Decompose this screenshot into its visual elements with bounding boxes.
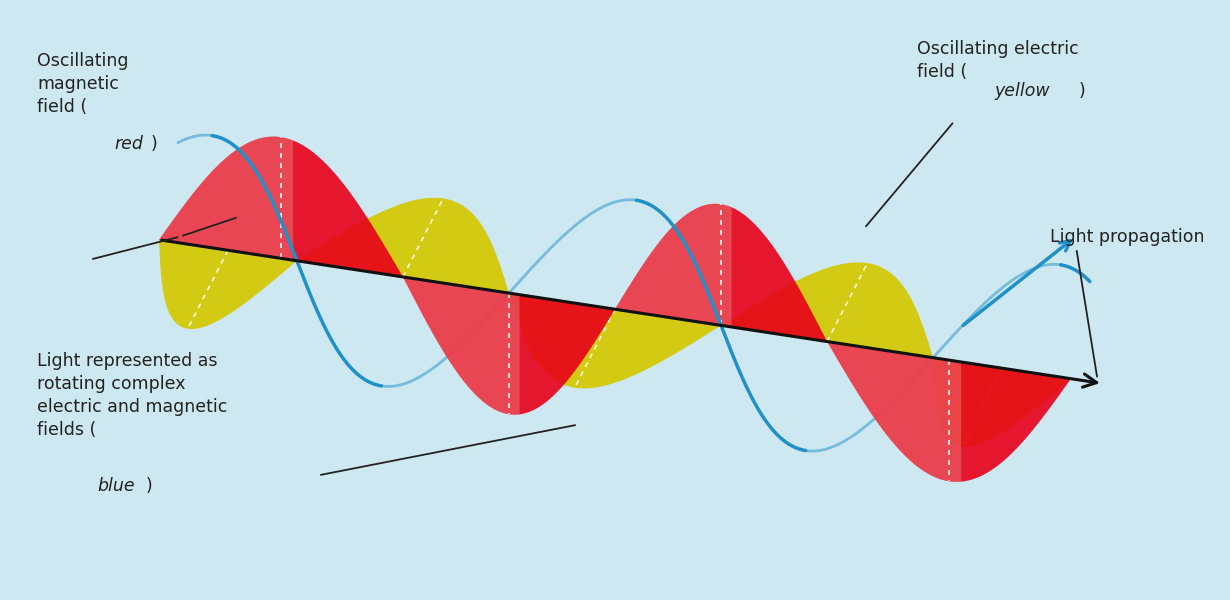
Polygon shape [615, 204, 732, 327]
Polygon shape [403, 277, 519, 415]
Polygon shape [827, 341, 1071, 482]
Polygon shape [934, 358, 1071, 447]
Polygon shape [403, 277, 615, 415]
Polygon shape [159, 240, 296, 329]
Text: Light represented as
rotating complex
electric and magnetic
fields (: Light represented as rotating complex el… [37, 352, 228, 439]
Text: ): ) [150, 135, 157, 153]
Polygon shape [159, 137, 403, 277]
Polygon shape [615, 204, 827, 341]
Polygon shape [721, 262, 934, 358]
Text: Light propagation: Light propagation [1049, 227, 1204, 245]
Polygon shape [509, 293, 721, 388]
Text: ): ) [145, 476, 153, 494]
Text: ): ) [1079, 82, 1085, 100]
Polygon shape [159, 137, 293, 260]
Text: red: red [114, 135, 144, 153]
Text: Oscillating
magnetic
field (: Oscillating magnetic field ( [37, 52, 129, 116]
Text: blue: blue [97, 476, 135, 494]
Text: Oscillating electric
field (: Oscillating electric field ( [918, 40, 1079, 81]
Polygon shape [296, 198, 509, 293]
Text: yellow: yellow [995, 82, 1050, 100]
Polygon shape [827, 341, 961, 482]
